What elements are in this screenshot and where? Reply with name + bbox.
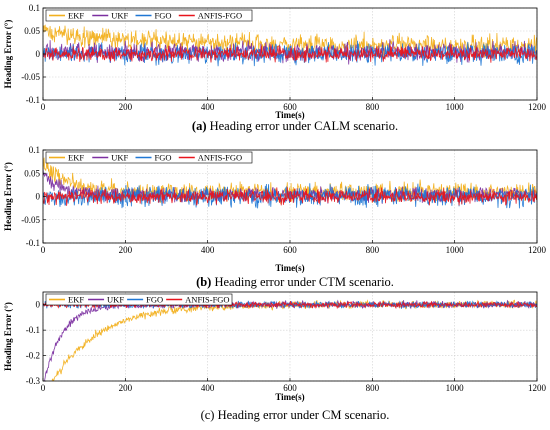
x-tick-label: 600 bbox=[283, 245, 297, 255]
legend-label-fgo: FGO bbox=[155, 153, 172, 163]
caption-tag: (a) bbox=[192, 119, 207, 133]
legend-label-ekf: EKF bbox=[68, 295, 84, 305]
x-axis-label: Time(s) bbox=[275, 110, 304, 120]
x-tick-label: 200 bbox=[119, 245, 133, 255]
y-tick-label: 0.05 bbox=[24, 168, 40, 178]
legend-label-ukf: UKF bbox=[111, 153, 128, 163]
legend-label-anfis-fgo: ANFIS-FGO bbox=[198, 11, 242, 21]
y-tick-label: -0.2 bbox=[26, 351, 40, 361]
series-line-anfis-fgo bbox=[43, 300, 537, 310]
x-tick-label: 1000 bbox=[446, 245, 465, 255]
y-tick-label: 0 bbox=[36, 192, 41, 202]
y-axis-label: Heading Error (°) bbox=[3, 162, 13, 231]
caption-text: Heading error under CM scenario. bbox=[214, 408, 389, 422]
legend: EKF UKF FGO ANFIS-FGO bbox=[45, 293, 233, 306]
chart-c: 0 200 400 600 800 1000 1200 -0.3 -0.2 -0.1 0 Time(s… bbox=[3, 291, 547, 422]
chart-b: 0 200 400 600 800 1000 1200 -0.1 -0.05 0 0.05 0.1 Ti… bbox=[3, 145, 547, 289]
x-tick-label: 200 bbox=[119, 102, 133, 112]
x-tick-label: 0 bbox=[41, 245, 46, 255]
x-tick-label: 1200 bbox=[528, 383, 547, 393]
y-tick-label: -0.3 bbox=[26, 376, 41, 386]
caption-a: (a) Heading error under CALM scenario. bbox=[192, 119, 398, 133]
legend: EKF UKF FGO ANFIS-FGO bbox=[45, 151, 253, 164]
y-tick-label: 0.1 bbox=[29, 145, 40, 155]
x-tick-label: 200 bbox=[119, 383, 133, 393]
y-tick-label: 0.05 bbox=[24, 26, 40, 36]
x-tick-label: 400 bbox=[201, 245, 215, 255]
y-tick-label: -0.05 bbox=[21, 72, 40, 82]
chart-a: 0 200 400 600 800 1000 1200 -0.1 -0.05 0 0.05 0.1 Ti… bbox=[3, 3, 547, 133]
x-tick-label: 1200 bbox=[528, 245, 547, 255]
x-tick-label: 1200 bbox=[528, 102, 547, 112]
legend-label-ukf: UKF bbox=[111, 11, 128, 21]
caption-c: (c) Heading error under CM scenario. bbox=[201, 408, 390, 422]
x-tick-label: 600 bbox=[283, 102, 297, 112]
x-tick-label: 800 bbox=[366, 383, 380, 393]
y-axis-label: Heading Error (°) bbox=[3, 20, 13, 89]
x-tick-label: 0 bbox=[41, 102, 46, 112]
x-tick-label: 600 bbox=[283, 383, 297, 393]
caption-text: Heading error under CTM scenario. bbox=[211, 275, 394, 289]
caption-b: (b) Heading error under CTM scenario. bbox=[196, 275, 394, 289]
x-axis-label: Time(s) bbox=[275, 263, 304, 273]
series-line-anfis-fgo bbox=[43, 44, 537, 63]
y-tick-label: -0.1 bbox=[26, 95, 40, 105]
legend-label-ekf: EKF bbox=[68, 153, 84, 163]
legend-label-fgo: FGO bbox=[155, 11, 172, 21]
legend-label-ekf: EKF bbox=[68, 11, 84, 21]
x-tick-label: 1000 bbox=[446, 383, 465, 393]
x-tick-label: 400 bbox=[201, 383, 215, 393]
y-tick-label: 0 bbox=[36, 300, 41, 310]
y-tick-label: -0.05 bbox=[21, 215, 40, 225]
y-tick-label: -0.1 bbox=[26, 238, 40, 248]
x-tick-label: 1000 bbox=[446, 102, 465, 112]
x-tick-label: 0 bbox=[41, 383, 46, 393]
legend-label-ukf: UKF bbox=[107, 295, 124, 305]
y-tick-label: 0 bbox=[36, 49, 41, 59]
x-tick-label: 800 bbox=[366, 245, 380, 255]
x-tick-label: 400 bbox=[201, 102, 215, 112]
series-line-anfis-fgo bbox=[43, 187, 537, 206]
y-tick-label: 0.1 bbox=[29, 3, 40, 13]
legend-label-anfis-fgo: ANFIS-FGO bbox=[198, 153, 242, 163]
y-axis-label: Heading Error (°) bbox=[3, 302, 13, 371]
caption-tag: (b) bbox=[196, 275, 211, 289]
legend: EKF UKF FGO ANFIS-FGO bbox=[45, 9, 253, 22]
legend-label-fgo: FGO bbox=[146, 295, 163, 305]
x-axis-label: Time(s) bbox=[275, 392, 304, 402]
y-tick-label: -0.1 bbox=[26, 325, 40, 335]
x-tick-label: 800 bbox=[366, 102, 380, 112]
caption-tag: (c) bbox=[201, 408, 215, 422]
legend-label-anfis-fgo: ANFIS-FGO bbox=[185, 295, 229, 305]
caption-text: Heading error under CALM scenario. bbox=[206, 119, 398, 133]
